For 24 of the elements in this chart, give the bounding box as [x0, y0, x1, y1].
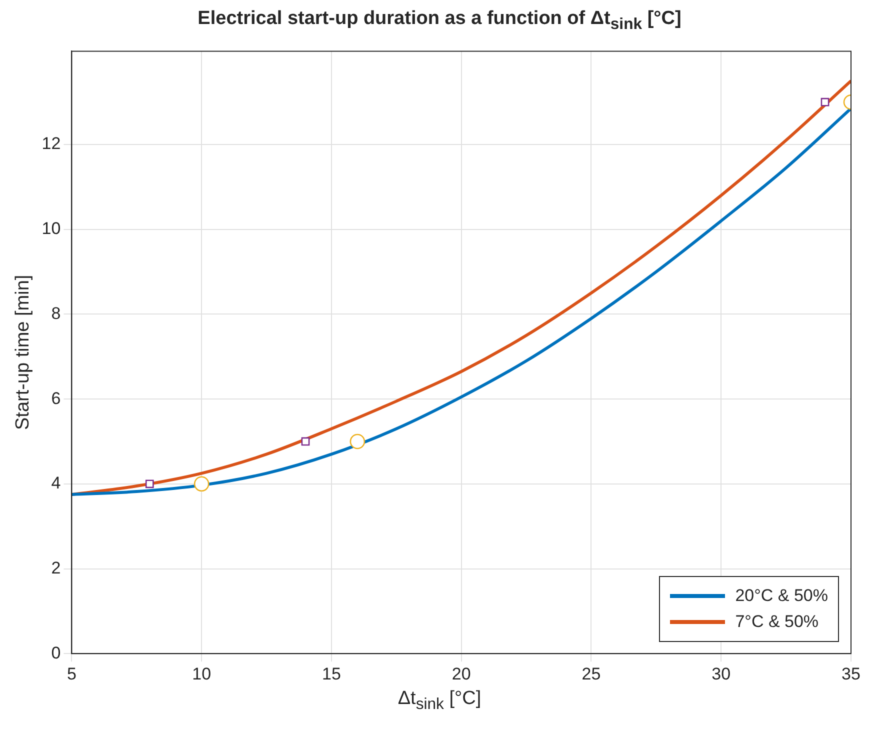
x-tick-label: 20	[452, 664, 471, 684]
x-tick-label: 10	[192, 664, 212, 684]
y-tick-label: 10	[42, 219, 61, 238]
y-tick-label: 4	[51, 474, 61, 493]
y-tick-label: 0	[51, 643, 61, 662]
y-tick-label: 8	[51, 304, 61, 323]
point	[301, 437, 310, 446]
point	[820, 98, 830, 106]
legend-label: 7°C & 50%	[735, 610, 819, 633]
y-axis-title: Start-up time [min]	[12, 274, 34, 430]
x-tick-label: 15	[322, 664, 341, 684]
point	[145, 480, 154, 488]
point	[350, 434, 366, 450]
y-tick-label: 12	[42, 134, 61, 154]
x-tick-label: 35	[842, 664, 860, 684]
y-tick-label: 2	[51, 558, 61, 578]
y-tick-label: 6	[51, 388, 61, 408]
point	[194, 476, 210, 492]
chart-title: Electrical start-up duration as a function of Δt$_{sink}$ [°C]	[196, 8, 682, 35]
x-tick-label: 25	[582, 664, 601, 684]
legend-label: 20°C & 50%	[735, 584, 828, 607]
x-tick-label: 30	[712, 664, 731, 684]
x-axis-title: Δt$_{sink}$ [°C]	[396, 688, 482, 714]
x-tick-label: 5	[66, 664, 76, 684]
